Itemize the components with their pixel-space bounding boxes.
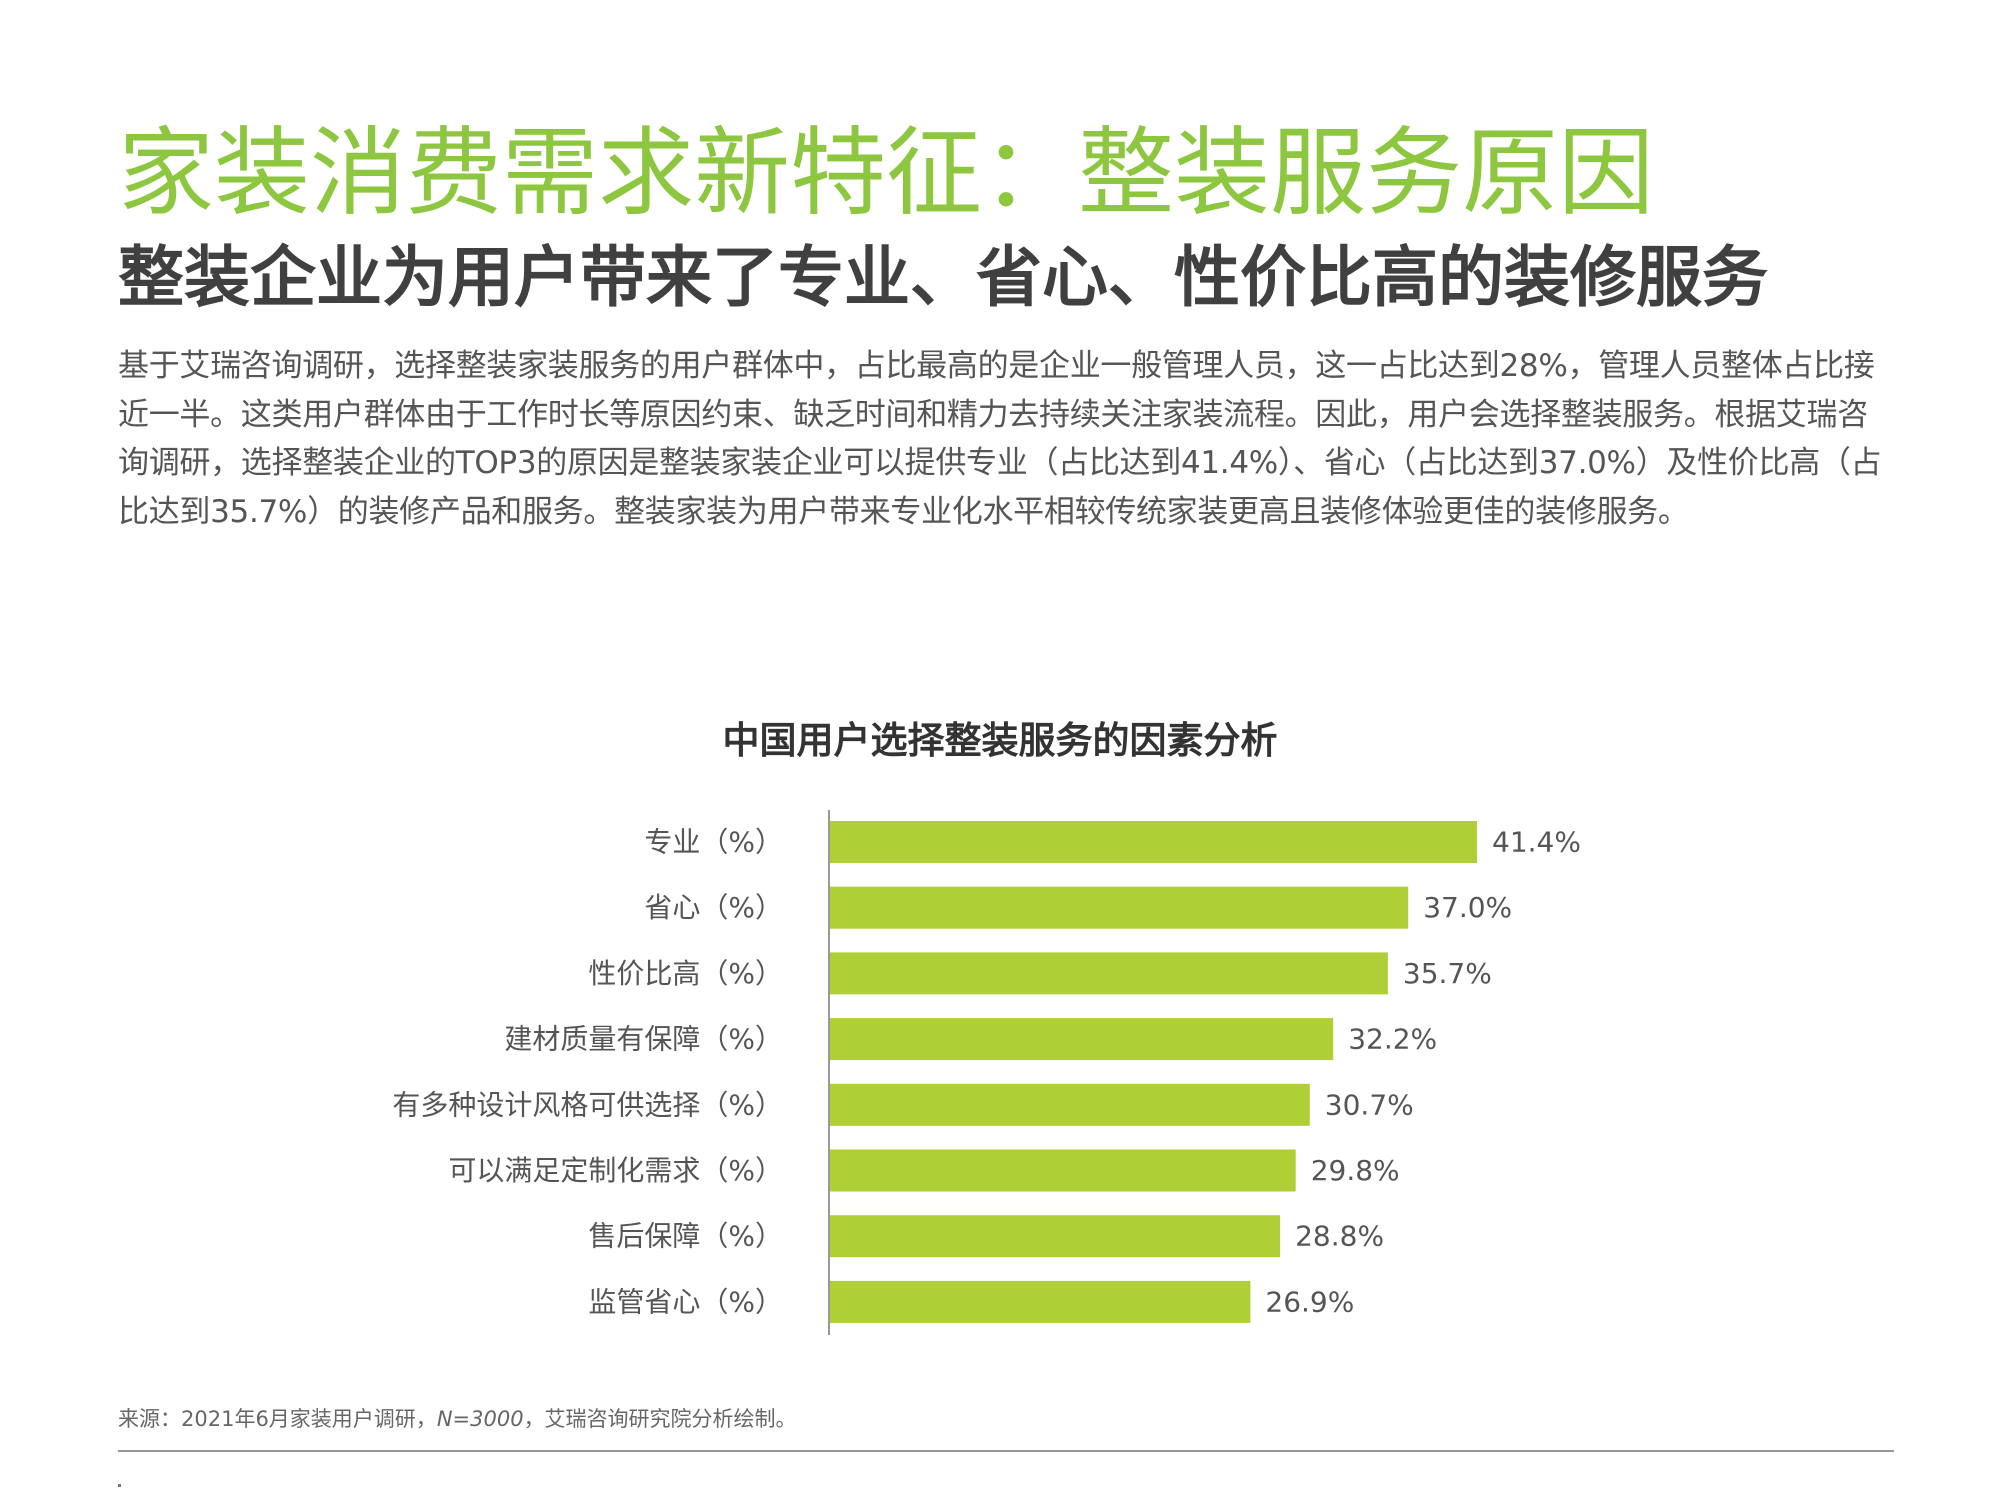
sample-size: N=3000 (436, 1407, 524, 1431)
data-label: 32.2% (1348, 1023, 1437, 1056)
category-label: 建材质量有保障（%） (504, 1023, 783, 1056)
bar-chart: 专业（%） 41.4% 省心（%） 37.0% 性价比高（%） 35.7% 建材质量有保障（… (392, 810, 1581, 1335)
bar (830, 1083, 1310, 1126)
body-paragraph: 基于艾瑞咨询调研，选择整装家装服务的用户群体中，占比最高的是企业一般管理人员，这… (118, 348, 1882, 530)
data-label: 41.4% (1492, 826, 1581, 859)
page-title: 家装消费需求新特征：整装服务原因 (118, 117, 1654, 229)
category-label: 有多种设计风格可供选择（%） (392, 1088, 783, 1121)
bar (830, 1280, 1251, 1323)
category-label: 专业（%） (644, 826, 783, 859)
data-label: 35.7% (1403, 957, 1492, 990)
category-label: 性价比高（%） (588, 957, 783, 990)
data-label: 26.9% (1265, 1285, 1354, 1318)
bar (830, 886, 1409, 929)
category-label: 监管省心（%） (588, 1285, 783, 1318)
data-label: 30.7% (1325, 1088, 1414, 1121)
bar (830, 952, 1388, 995)
category-label: 可以满足定制化需求（%） (448, 1154, 783, 1187)
category-label: 售后保障（%） (588, 1220, 783, 1253)
page-subtitle: 整装企业为用户带来了专业、省心、性价比高的装修服务 (118, 239, 1768, 316)
data-label: 28.8% (1295, 1220, 1384, 1253)
bar (830, 1149, 1296, 1192)
source-suffix: ，艾瑞咨询研究院分析绘制。 (523, 1407, 797, 1431)
bar (830, 821, 1477, 863)
footer-divider (118, 1450, 1894, 1452)
source-note: 来源：2021年6月家装用户调研，N=3000，艾瑞咨询研究院分析绘制。 (118, 1404, 797, 1434)
data-label: 29.8% (1311, 1154, 1400, 1187)
bar (830, 1018, 1334, 1061)
category-label: 省心（%） (644, 891, 783, 924)
chart-title: 中国用户选择整装服务的因素分析 (722, 719, 1278, 762)
footer-dot (118, 1484, 121, 1487)
bar (830, 1215, 1281, 1258)
data-label: 37.0% (1423, 891, 1512, 924)
source-prefix: 来源：2021年6月家装用户调研， (118, 1407, 437, 1431)
